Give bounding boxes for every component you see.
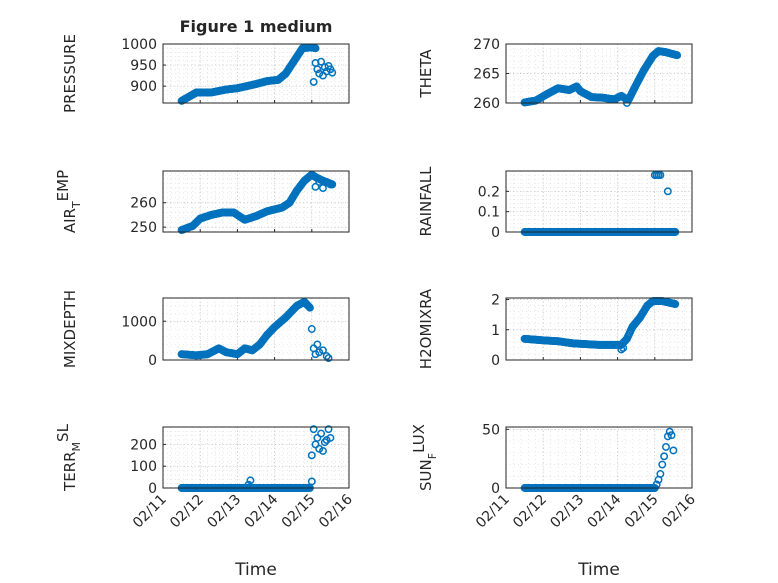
y-tick-label: 200 bbox=[130, 437, 157, 453]
x-tick-label: 02/13 bbox=[547, 492, 587, 532]
data-point bbox=[246, 476, 255, 485]
data-point bbox=[328, 68, 337, 77]
y-axis-label: THETA bbox=[417, 49, 435, 99]
x-axis-label: Time bbox=[577, 560, 620, 580]
data-point bbox=[658, 460, 667, 469]
subplot-theta: 260 265 270 THETA bbox=[417, 37, 693, 112]
data-point bbox=[305, 303, 314, 312]
y-axis-label: AIRTEMP bbox=[54, 170, 83, 233]
y-axis-label: TERRMSL bbox=[54, 423, 83, 492]
data-point bbox=[663, 432, 672, 441]
x-tick-label: 02/15 bbox=[279, 492, 319, 532]
y-tick-label: 2 bbox=[491, 293, 500, 309]
subplot-pressure: 900 950 1000 PRESSURE Figure 1 medium bbox=[61, 17, 350, 113]
data-point bbox=[319, 184, 327, 193]
data-point bbox=[656, 171, 665, 180]
data-point bbox=[322, 352, 331, 361]
data-point bbox=[669, 446, 678, 455]
y-tick-label: 0 bbox=[148, 353, 157, 369]
y-tick-label: 0.2 bbox=[478, 184, 500, 200]
data-point bbox=[662, 442, 670, 451]
data-point bbox=[619, 343, 628, 352]
axes-box bbox=[162, 170, 350, 233]
data-point bbox=[673, 51, 682, 60]
y-tick-label: 1 bbox=[491, 323, 500, 339]
x-tick-label: 02/14 bbox=[242, 491, 282, 531]
data-point bbox=[671, 300, 680, 308]
y-axis-label: RAINFALL bbox=[417, 166, 435, 237]
y-tick-label: 100 bbox=[130, 459, 157, 475]
data-point bbox=[667, 431, 676, 440]
subplot-h2omixra: 0 1 2 H2OMIXRA bbox=[417, 288, 693, 369]
x-tick-label: 02/12 bbox=[167, 492, 207, 532]
x-tick-label: 02/14 bbox=[585, 491, 625, 531]
axes-box bbox=[505, 170, 693, 233]
data-point bbox=[309, 77, 318, 86]
data-point bbox=[319, 447, 327, 455]
y-tick-label: 260 bbox=[130, 196, 157, 212]
x-tick-label: 02/11 bbox=[473, 492, 513, 532]
data-point bbox=[315, 178, 324, 186]
y-axis-label: SUNFLUX bbox=[410, 424, 439, 491]
x-tick-label: 02/11 bbox=[130, 492, 170, 532]
data-point bbox=[307, 451, 316, 460]
data-point bbox=[311, 44, 320, 53]
axes-box bbox=[505, 297, 693, 361]
y-tick-label: 270 bbox=[473, 37, 500, 53]
axes-box bbox=[162, 426, 350, 489]
y-tick-label: 265 bbox=[473, 67, 500, 83]
y-tick-label: 0 bbox=[491, 225, 500, 241]
data-point bbox=[324, 354, 333, 363]
y-tick-label: 0 bbox=[491, 481, 500, 497]
data-point bbox=[660, 452, 669, 461]
data-point bbox=[317, 429, 326, 438]
x-tick-label: 02/16 bbox=[316, 491, 356, 531]
axes-box bbox=[162, 297, 350, 361]
data-point bbox=[617, 345, 626, 354]
x-tick-label: 02/12 bbox=[510, 492, 550, 532]
axes-box bbox=[505, 43, 693, 104]
data-point bbox=[309, 425, 318, 434]
subplot-mixdepth: 0 1000 MIXDEPTH bbox=[61, 290, 350, 369]
subplot-air_temp: 250 260 AIRTEMP bbox=[54, 170, 350, 236]
y-tick-label: 50 bbox=[482, 422, 500, 438]
data-point bbox=[663, 187, 672, 196]
y-tick-label: 0 bbox=[491, 353, 500, 369]
data-point bbox=[326, 180, 335, 189]
x-tick-label: 02/16 bbox=[659, 491, 699, 531]
x-tick-label: 02/15 bbox=[622, 492, 662, 532]
data-point bbox=[311, 182, 320, 191]
axes-box bbox=[162, 43, 350, 104]
data-point bbox=[313, 65, 322, 74]
data-point bbox=[319, 346, 327, 355]
y-tick-label: 1000 bbox=[121, 37, 157, 53]
data-point bbox=[326, 433, 335, 442]
y-tick-label: 0.1 bbox=[478, 205, 500, 221]
y-tick-label: 950 bbox=[130, 58, 157, 74]
x-axis-label: Time bbox=[234, 560, 277, 580]
subplot-rainfall: 0 0.1 0.2 RAINFALL bbox=[417, 166, 693, 241]
data-point bbox=[320, 438, 329, 447]
data-point bbox=[307, 477, 316, 486]
axes-box bbox=[505, 426, 693, 489]
data-point bbox=[656, 469, 665, 478]
y-tick-label: 1000 bbox=[121, 314, 157, 330]
y-axis-label: MIXDEPTH bbox=[61, 290, 79, 368]
x-tick-label: 02/13 bbox=[204, 492, 244, 532]
y-axis-label: H2OMIXRA bbox=[417, 288, 435, 369]
data-point bbox=[324, 425, 333, 434]
y-tick-label: 900 bbox=[130, 79, 157, 95]
y-tick-label: 260 bbox=[473, 96, 500, 112]
data-point bbox=[317, 57, 326, 66]
data-point bbox=[307, 325, 316, 333]
y-axis-label: PRESSURE bbox=[61, 34, 79, 113]
chart-title: Figure 1 medium bbox=[180, 17, 333, 36]
y-tick-label: 0 bbox=[148, 481, 157, 497]
y-tick-label: 250 bbox=[130, 220, 157, 236]
data-point bbox=[313, 340, 322, 349]
